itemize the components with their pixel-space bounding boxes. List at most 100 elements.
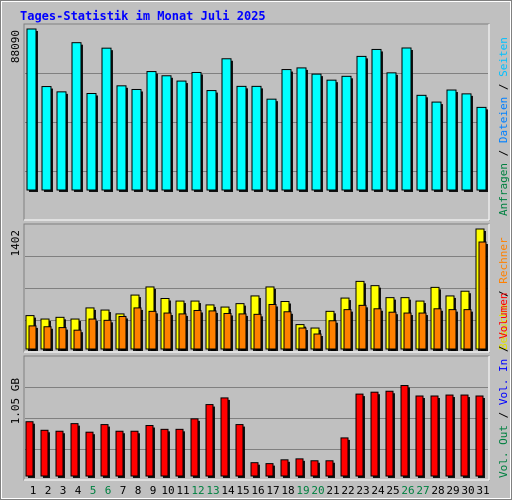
legend-hits-files-pages-part: / (497, 143, 510, 163)
volume-bar (445, 394, 454, 477)
sites-bar (268, 303, 277, 350)
hits-bar (371, 48, 382, 191)
day-tick-label: 18 (281, 484, 294, 497)
legend-volume-part: / (497, 339, 510, 359)
hits-bar (341, 75, 352, 191)
day-tick-label: 3 (60, 484, 67, 497)
day-tick-label: 24 (371, 484, 385, 497)
hits-bar (101, 47, 112, 191)
hits-bar (56, 91, 67, 191)
day-tick-label: 5 (90, 484, 97, 497)
day-tick-label: 9 (150, 484, 157, 497)
sites-bar (298, 327, 307, 350)
hits-bar (26, 28, 37, 191)
day-tick-label: 4 (75, 484, 82, 497)
hits-bar (401, 47, 412, 191)
volume-bar (295, 458, 304, 477)
day-tick-label: 30 (461, 484, 474, 497)
hits-bar (386, 72, 397, 191)
sites-bar (403, 312, 412, 350)
hits-bar (131, 88, 142, 191)
sites-bar (43, 326, 52, 350)
day-tick-label: 1 (30, 484, 37, 497)
visits-panel: 1402 (9, 223, 490, 353)
sites-bar (208, 310, 217, 350)
legend-visits-sites-part: Rechner (497, 237, 510, 284)
volume-bar (370, 391, 379, 477)
day-tick-label: 12 (191, 484, 204, 497)
day-tick-label: 19 (296, 484, 309, 497)
hits-bar (266, 98, 277, 191)
hits-bar (476, 106, 487, 191)
sites-bar (343, 309, 352, 350)
sites-bar (463, 309, 472, 350)
volume-bar (205, 404, 214, 477)
hits-bar (416, 94, 427, 191)
legend-visits-sites-part: / (497, 284, 510, 304)
day-tick-label: 26 (401, 484, 414, 497)
volume-bar (145, 425, 154, 477)
day-tick-label: 23 (356, 484, 369, 497)
sites-bar (148, 310, 157, 350)
sites-bar (73, 329, 82, 350)
legend-volume-part: / (497, 405, 510, 425)
hits-bar (461, 93, 472, 191)
day-tick-label: 20 (311, 484, 324, 497)
hits-bar (206, 90, 217, 191)
legend-hits-files-pages-part: Dateien (497, 97, 510, 143)
sites-bar (328, 320, 337, 350)
legend-hits-files-pages-part: / (497, 77, 510, 97)
legend-hits-files-pages-part: Seiten (497, 37, 510, 77)
volume-bar (415, 395, 424, 477)
hits-y-max-label: 88090 (9, 30, 22, 63)
volume-bar (400, 385, 409, 477)
volume-bar (220, 397, 229, 477)
sites-bar (448, 309, 457, 350)
volume-bar (175, 428, 184, 477)
day-tick-label: 27 (416, 484, 429, 497)
sites-bar (238, 313, 247, 350)
hits-bar (311, 73, 322, 191)
hits-bar (86, 92, 97, 191)
volume-bar (475, 395, 484, 477)
hits-bar (191, 71, 202, 191)
hits-bar (431, 101, 442, 191)
legend-hits-files-pages: Anfragen / Dateien / Seiten (497, 37, 510, 216)
volume-bar (130, 430, 139, 477)
volume-bar (355, 393, 364, 477)
day-tick-label: 14 (221, 484, 235, 497)
sites-bar (58, 327, 67, 350)
sites-bar (193, 309, 202, 350)
volume-bar (100, 424, 109, 477)
day-tick-label: 13 (206, 484, 219, 497)
volume-bar (115, 430, 124, 477)
sites-bar (118, 315, 127, 350)
day-tick-label: 25 (386, 484, 399, 497)
volume-bar (310, 460, 319, 477)
volume-bar (40, 429, 49, 477)
legend-volume-part: Vol. Out (497, 425, 510, 478)
sites-bar (28, 325, 37, 350)
sites-bar (478, 241, 487, 350)
hits-bar (326, 79, 337, 191)
day-tick-label: 16 (251, 484, 264, 497)
hits-bar (146, 71, 157, 191)
volume-bar (280, 459, 289, 477)
volume-bar (340, 437, 349, 477)
volume-bar (190, 418, 199, 477)
legend-visits-sites-part: Besuche (497, 304, 510, 350)
legend-volume: Vol. Out / Vol. In / Volumen (497, 293, 510, 478)
day-tick-label: 29 (446, 484, 459, 497)
hits-bar (356, 55, 367, 191)
volume-bar (25, 421, 34, 477)
day-axis: 1 2 3 4 5 6 7 8 9 10 11 12 13 14 15 16 17 18 19 20 21 22 23 24 2… (30, 484, 490, 497)
day-tick-label: 31 (476, 484, 489, 497)
volume-bar (70, 423, 79, 477)
volume-bar (55, 430, 64, 477)
chart-title: Tages-Statistik im Monat Juli 2025 (20, 9, 266, 23)
day-tick-label: 17 (266, 484, 279, 497)
sites-bar (163, 312, 172, 350)
sites-bar (358, 304, 367, 350)
